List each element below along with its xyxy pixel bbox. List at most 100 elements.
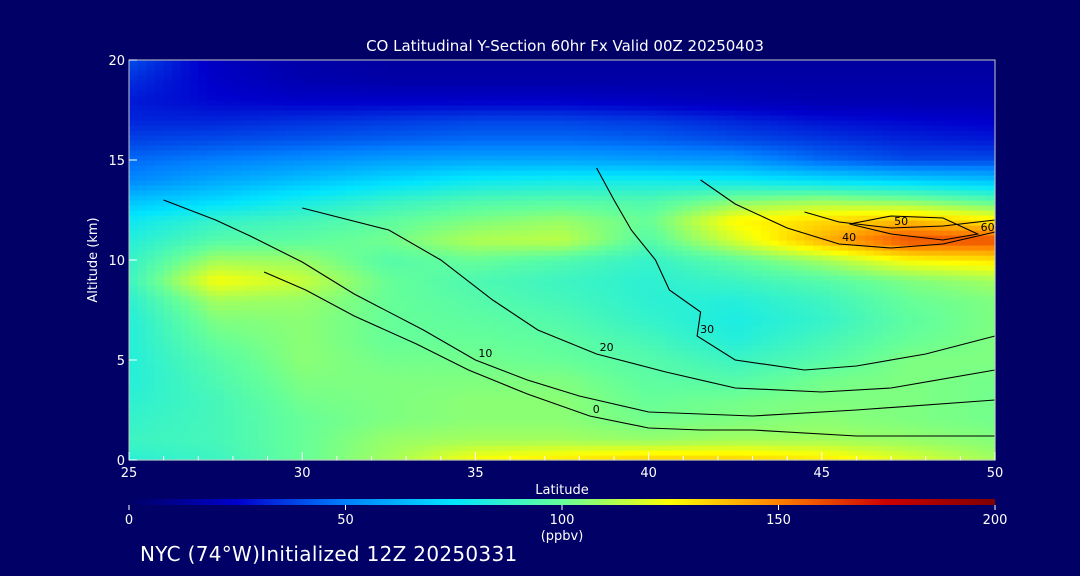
field-cell (631, 330, 641, 336)
field-cell (813, 385, 823, 391)
field-cell (484, 230, 494, 236)
field-cell (440, 440, 451, 446)
field-cell (154, 225, 165, 231)
field-cell (631, 235, 641, 241)
field-cell (752, 270, 762, 276)
field-cell (969, 365, 979, 371)
field-cell (769, 275, 780, 281)
field-cell (761, 345, 771, 351)
field-cell (717, 230, 728, 236)
field-cell (830, 335, 840, 341)
field-cell (423, 400, 433, 406)
field-cell (406, 415, 416, 421)
field-cell (657, 330, 667, 336)
field-cell (769, 240, 780, 246)
field-cell (683, 370, 693, 376)
field-cell (761, 290, 771, 296)
field-cell (414, 215, 425, 221)
field-cell (154, 425, 165, 431)
field-cell (683, 270, 693, 276)
field-cell (319, 390, 329, 396)
field-cell (163, 240, 173, 246)
field-cell (310, 280, 321, 286)
field-cell (371, 225, 381, 231)
field-cell (536, 410, 546, 416)
field-cell (492, 210, 502, 216)
field-cell (224, 265, 234, 271)
field-cell (752, 225, 762, 231)
field-cell (951, 210, 961, 216)
field-cell (380, 380, 390, 386)
field-cell (154, 240, 165, 246)
field-cell (492, 445, 502, 451)
field-cell (752, 220, 762, 226)
field-cell (406, 220, 416, 226)
field-cell (700, 375, 710, 381)
field-cell (613, 395, 624, 401)
field-cell (129, 350, 139, 356)
field-cell (908, 420, 918, 426)
field-cell (154, 245, 165, 251)
field-cell (873, 425, 884, 431)
field-cell (917, 370, 927, 376)
field-cell (449, 265, 459, 271)
field-cell (562, 265, 572, 271)
field-cell (934, 280, 944, 286)
field-cell (943, 405, 953, 411)
field-cell (839, 320, 849, 326)
field-cell (484, 440, 494, 446)
field-cell (198, 215, 208, 221)
field-cell (258, 455, 269, 461)
field-cell (865, 370, 875, 376)
field-cell (414, 250, 425, 256)
field-cell (510, 340, 520, 346)
field-cell (847, 440, 858, 446)
field-cell (198, 385, 208, 391)
field-cell (206, 330, 217, 336)
field-cell (986, 325, 996, 331)
field-cell (414, 310, 425, 316)
field-cell (232, 305, 243, 311)
field-cell (951, 305, 961, 311)
field-cell (769, 345, 780, 351)
field-cell (215, 245, 225, 251)
field-cell (605, 245, 615, 251)
field-cell (180, 445, 191, 451)
field-cell (518, 335, 528, 341)
field-cell (250, 325, 260, 331)
field-cell (310, 245, 321, 251)
field-cell (873, 305, 884, 311)
field-cell (501, 255, 511, 261)
field-cell (908, 245, 918, 251)
field-cell (206, 300, 217, 306)
field-cell (769, 215, 780, 221)
field-cell (484, 270, 494, 276)
field-cell (328, 225, 338, 231)
field-cell (432, 370, 442, 376)
field-cell (865, 285, 875, 291)
field-cell (180, 235, 191, 241)
field-cell (154, 325, 165, 331)
field-cell (527, 310, 537, 316)
field-cell (406, 330, 416, 336)
field-cell (665, 220, 676, 226)
field-cell (302, 310, 312, 316)
field-cell (631, 290, 641, 296)
field-cell (847, 375, 858, 381)
field-cell (371, 270, 381, 276)
field-cell (310, 360, 321, 366)
field-cell (423, 455, 433, 461)
field-cell (743, 315, 754, 321)
field-cell (700, 320, 710, 326)
field-cell (925, 395, 935, 401)
field-cell (440, 250, 451, 256)
field-cell (215, 430, 225, 436)
field-cell (839, 405, 849, 411)
field-cell (284, 440, 295, 446)
field-cell (917, 405, 927, 411)
field-cell (969, 345, 979, 351)
field-cell (691, 380, 702, 386)
field-cell (951, 445, 961, 451)
field-cell (380, 275, 390, 281)
field-cell (354, 305, 364, 311)
